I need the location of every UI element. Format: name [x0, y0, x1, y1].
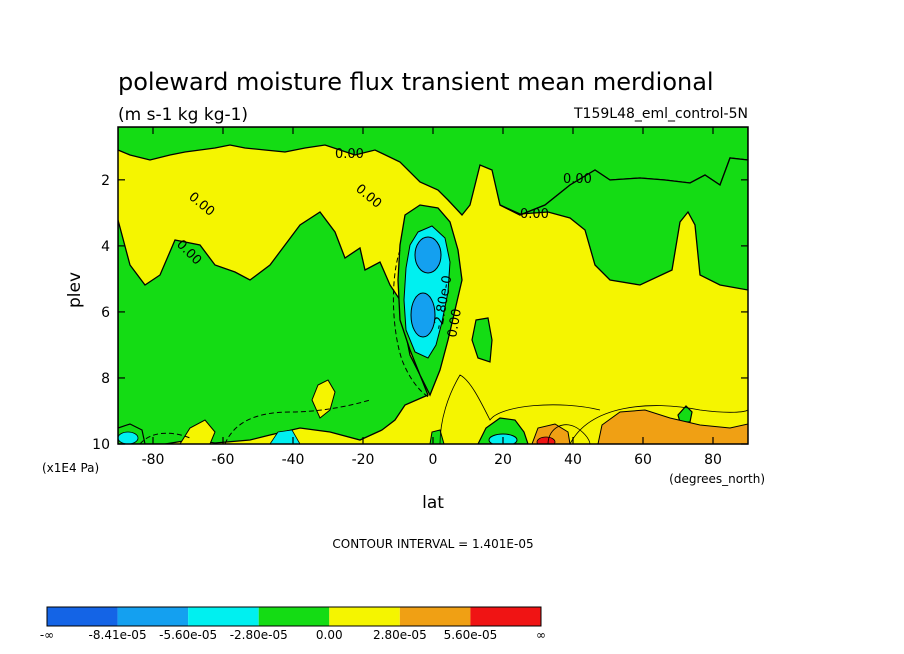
contour-label: 0.00	[563, 172, 592, 187]
y-axis-label: plev	[65, 272, 85, 308]
chart-units: (m s-1 kg kg-1)	[118, 105, 248, 125]
x-tick-label: -60	[212, 452, 235, 468]
dashed-contour-2	[224, 399, 371, 444]
x-tick-label: 80	[704, 452, 722, 468]
y-tick-label: 8	[101, 371, 110, 387]
y-tick-label: 2	[101, 173, 110, 189]
dashed-contour-1	[392, 249, 431, 399]
colorbar-swatch	[47, 607, 118, 626]
colorbar-label: -8.41e-05	[89, 628, 147, 642]
core-lower	[410, 292, 436, 338]
core-upper	[414, 236, 442, 274]
colorbar: -∞ -8.41e-05 -5.60e-05 -2.80e-05 0.00 2.80e-0…	[40, 606, 546, 642]
x-tick-label: 40	[564, 452, 582, 468]
x-tick-label: -20	[352, 452, 375, 468]
colorbar-label: ∞	[536, 628, 546, 642]
region-negative-blob-6	[118, 431, 139, 444]
y-axis: 2 4 6 8 10	[92, 173, 748, 453]
x-axis-label: lat	[422, 493, 444, 513]
x-tick-label: -40	[282, 452, 305, 468]
colorbar-swatch	[399, 607, 471, 626]
contour-fill	[118, 127, 748, 444]
colorbar-label: -∞	[40, 628, 54, 642]
y-tick-label: 6	[101, 305, 110, 321]
region-negative-blob-1	[471, 317, 493, 363]
colorbar-frame	[46, 606, 542, 627]
thin-contour-2	[569, 405, 748, 444]
colorbar-label: 0.00	[316, 628, 343, 642]
dashed-contour-3	[139, 432, 191, 444]
contour-interval: CONTOUR INTERVAL = 1.401E-05	[332, 537, 533, 551]
colorbar-label: -5.60e-05	[159, 628, 217, 642]
colorbar-swatch	[188, 607, 259, 626]
region-positive-high	[597, 409, 748, 444]
colorbar-swatch	[117, 607, 189, 626]
y-axis-units: (x1E4 Pa)	[42, 461, 99, 475]
colorbar-label: 2.80e-05	[373, 628, 427, 642]
contour-label: 0.00	[520, 207, 549, 222]
x-tick-label: 20	[494, 452, 512, 468]
x-axis: -80 -60 -40 -20 0 20 40 60 80	[142, 127, 722, 468]
thin-contour-1	[439, 374, 601, 444]
x-tick-label: 0	[429, 452, 438, 468]
x-tick-label: -80	[142, 452, 165, 468]
chart-title: poleward moisture flux transient mean me…	[118, 68, 714, 96]
colorbar-label: -2.80e-05	[230, 628, 288, 642]
colorbar-swatch	[258, 607, 330, 626]
region-positive-max	[536, 436, 556, 444]
region-negative-south	[118, 211, 429, 444]
thin-contour-3	[547, 424, 591, 444]
x-axis-units: (degrees_north)	[669, 472, 765, 486]
run-label: T159L48_eml_control-5N	[573, 106, 748, 122]
colorbar-swatch	[329, 607, 400, 626]
contour-label: 0.00	[445, 308, 465, 339]
colorbar-swatch	[470, 607, 541, 626]
x-tick-label: 60	[634, 452, 652, 468]
colorbar-label: 5.60e-05	[444, 628, 498, 642]
y-tick-label: 4	[101, 239, 110, 255]
contour-label: 0.00	[335, 147, 364, 162]
region-negative-north	[499, 157, 748, 291]
y-tick-label: 10	[92, 437, 110, 453]
